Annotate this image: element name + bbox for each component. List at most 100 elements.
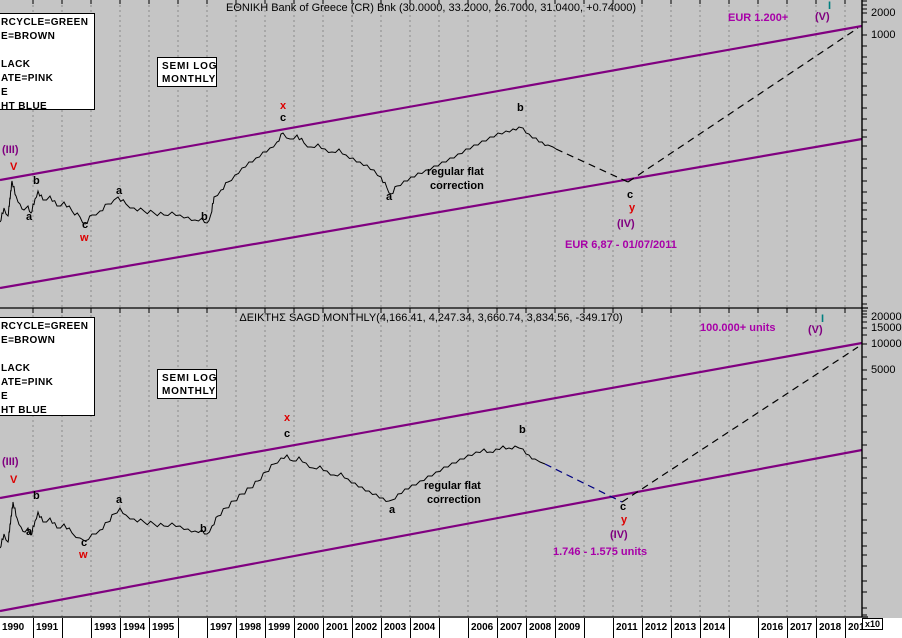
legend-line: LACK bbox=[1, 59, 31, 70]
wave-c-1999-label: c bbox=[284, 428, 291, 440]
legend-line: E=BROWN bbox=[1, 31, 56, 42]
bottom-chart-title: ΔEIKTHΣ SAGD MONTHLY(4,166.41, 4,247.34,… bbox=[239, 312, 623, 324]
legend-line: E bbox=[1, 391, 9, 402]
wave-b-1991-label: b bbox=[33, 175, 40, 187]
y-axis-label: 15000 bbox=[871, 322, 902, 334]
wave-a-1991-label: a bbox=[26, 211, 33, 223]
year-label-1995: 1995 bbox=[149, 618, 178, 638]
wave-y-label: y bbox=[621, 514, 628, 526]
wave-iii-label: (III) bbox=[2, 456, 19, 468]
wave-w-label: w bbox=[79, 549, 88, 561]
wave-x-label: x bbox=[280, 100, 287, 112]
wave-iv-label: (IV) bbox=[617, 218, 635, 230]
legend-line: RCYCLE=GREEN bbox=[1, 321, 89, 332]
y-axis-label: 5000 bbox=[871, 364, 896, 376]
projection-dashed-line bbox=[621, 346, 859, 503]
y-axis-label: 10000 bbox=[871, 338, 902, 350]
year-label-2017: 2017 bbox=[787, 618, 816, 638]
year-label-2018: 2018 bbox=[816, 618, 845, 638]
price-series bbox=[0, 126, 557, 225]
wave-c-1993-label: c bbox=[81, 537, 88, 549]
year-label-1998: 1998 bbox=[236, 618, 265, 638]
wave-v-roman-label: (V) bbox=[815, 11, 830, 23]
year-label-1999: 1999 bbox=[265, 618, 294, 638]
legend-line bbox=[1, 348, 94, 362]
wave-degree-legend-bottom: RCYCLE=GREEN E=BROWN LACK ATE=PINK E HT BLUE bbox=[0, 317, 95, 416]
wave-b-2007-label: b bbox=[517, 102, 524, 114]
year-label-1994: 1994 bbox=[120, 618, 149, 638]
projection-dashed-line bbox=[544, 463, 623, 503]
wave-a-1991-label: a bbox=[26, 526, 33, 538]
legend-line: LACK bbox=[1, 363, 31, 374]
wave-b-1991-label: b bbox=[33, 490, 40, 502]
price-target-high-note: EUR 1.200+ bbox=[728, 12, 789, 24]
year-label-2007: 2007 bbox=[497, 618, 526, 638]
scale-mode-box-bottom: SEMI LOG MONTHLY bbox=[157, 369, 217, 399]
wave-v-label: V bbox=[10, 161, 18, 173]
wave-c-2011-label: c bbox=[620, 501, 627, 513]
year-label-2008: 2008 bbox=[526, 618, 555, 638]
year-label-empty bbox=[729, 618, 758, 638]
scale-mode-box-top: SEMI LOG MONTHLY bbox=[157, 57, 217, 87]
year-label-2009: 2009 bbox=[555, 618, 584, 638]
legend-line: ATE=PINK bbox=[1, 377, 54, 388]
note-regular-flat: regular flat bbox=[424, 480, 481, 492]
year-label-2013: 2013 bbox=[671, 618, 700, 638]
projection-dashed-line bbox=[627, 27, 859, 183]
year-label-201: 201 bbox=[845, 618, 862, 638]
wave-a-1994-label: a bbox=[116, 494, 123, 506]
year-label-empty bbox=[178, 618, 207, 638]
trend-channel-line bbox=[0, 341, 863, 500]
year-label-1990: 1990 bbox=[2, 622, 25, 633]
y-axis-label: 2000 bbox=[871, 7, 896, 19]
trend-channel-line bbox=[0, 448, 863, 613]
wave-v-label: V bbox=[10, 474, 18, 486]
year-label-2002: 2002 bbox=[352, 618, 381, 638]
y-axis-label: 1000 bbox=[871, 29, 896, 41]
year-label-1993: 1993 bbox=[91, 618, 120, 638]
wave-c-1999-label: c bbox=[280, 112, 287, 124]
scale-mode-line: MONTHLY bbox=[162, 74, 217, 85]
year-label-2000: 2000 bbox=[294, 618, 323, 638]
wave-w-label: w bbox=[80, 232, 89, 244]
wave-i-roman-label: I bbox=[821, 313, 825, 325]
wave-b-1997-label: b bbox=[201, 211, 208, 223]
legend-line: HT BLUE bbox=[1, 405, 48, 416]
wave-a-1994-label: a bbox=[116, 185, 123, 197]
price-target-high-note: 100.000+ units bbox=[700, 322, 776, 334]
axis-multiplier-badge: x10 bbox=[862, 618, 884, 630]
note-correction: correction bbox=[427, 494, 481, 506]
top-chart-title: EΘNIKH Bank of Greece (CR) Bnk (30.0000,… bbox=[225, 2, 636, 14]
year-label-2011: 2011 bbox=[613, 618, 642, 638]
wave-x-label: x bbox=[284, 412, 291, 424]
legend-line: E bbox=[1, 87, 9, 98]
price-series bbox=[0, 445, 546, 549]
y-axis-label: 20000 bbox=[871, 311, 902, 323]
year-label-2016: 2016 bbox=[758, 618, 787, 638]
legend-line: HT BLUE bbox=[1, 101, 48, 112]
wave-v-roman-label: (V) bbox=[808, 324, 823, 336]
legend-line: E=BROWN bbox=[1, 335, 56, 346]
year-label-empty bbox=[584, 618, 613, 638]
wave-c-2011-label: c bbox=[627, 189, 634, 201]
legend-line: RCYCLE=GREEN bbox=[1, 17, 89, 28]
projection-dashed-line bbox=[555, 148, 629, 183]
year-label-empty bbox=[62, 618, 91, 638]
wave-iv-label: (IV) bbox=[610, 529, 628, 541]
wave-b-2007-label: b bbox=[519, 424, 526, 436]
wave-y-label: y bbox=[629, 202, 636, 214]
year-label-2004: 2004 bbox=[410, 618, 439, 638]
price-target-low-note: 1.746 - 1.575 units bbox=[553, 546, 648, 558]
year-label-empty bbox=[439, 618, 468, 638]
year-label-2006: 2006 bbox=[468, 618, 497, 638]
note-correction: correction bbox=[430, 180, 484, 192]
price-target-low-note: EUR 6,87 - 01/07/2011 bbox=[565, 239, 677, 251]
wave-a-2003-label: a bbox=[389, 504, 396, 516]
wave-degree-legend-top: RCYCLE=GREEN E=BROWN LACK ATE=PINK E HT BLUE bbox=[0, 13, 95, 112]
scale-mode-line: SEMI LOG bbox=[162, 61, 218, 72]
year-label-2003: 2003 bbox=[381, 618, 410, 638]
trend-channel-line bbox=[0, 137, 863, 290]
wave-iii-label: (III) bbox=[2, 144, 19, 156]
